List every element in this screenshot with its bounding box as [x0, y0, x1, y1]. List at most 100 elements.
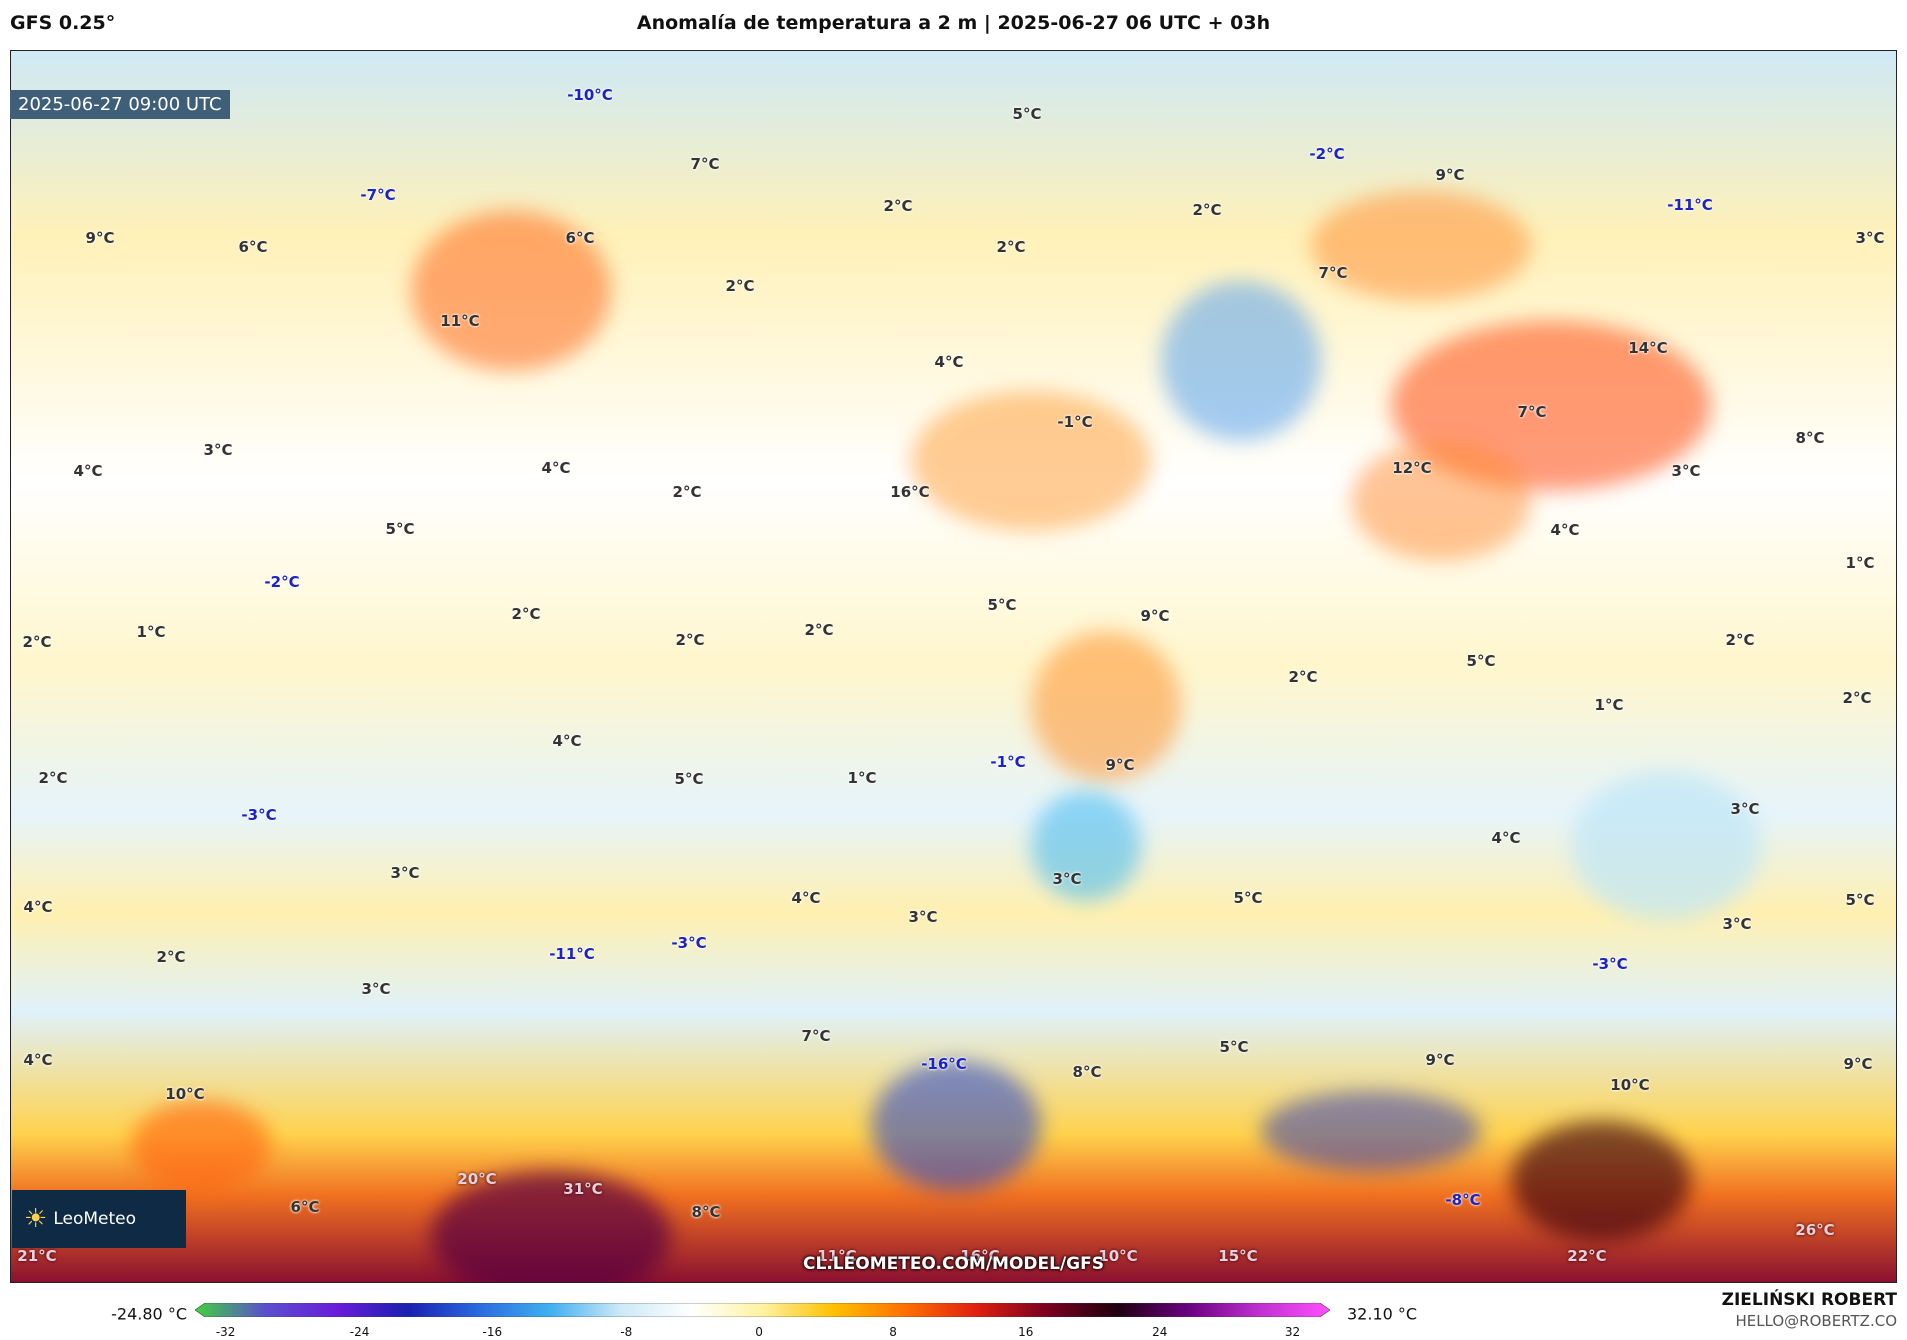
legend-min-value: -24.80 °C	[111, 1304, 187, 1324]
warm-anomaly-patch	[911, 391, 1151, 531]
anomaly-label: -3°C	[1592, 955, 1628, 973]
anomaly-label: 3°C	[361, 980, 391, 998]
legend-tick-label: -24	[349, 1325, 370, 1339]
anomaly-label: 4°C	[541, 459, 571, 477]
anomaly-label: 4°C	[1491, 829, 1521, 847]
author-email[interactable]: HELLO@ROBERTZ.CO	[1735, 1312, 1897, 1330]
color-scale-bar	[195, 1303, 1330, 1317]
legend-tick-label: 0	[755, 1325, 763, 1339]
anomaly-label: 1°C	[847, 769, 877, 787]
temperature-anomaly-map[interactable]	[10, 50, 1897, 1283]
legend-tick-label: 24	[1152, 1325, 1168, 1339]
anomaly-label: 3°C	[1855, 229, 1885, 247]
leometeo-logo[interactable]: ☀ LeoMeteo	[12, 1190, 186, 1248]
sun-icon: ☀	[24, 1204, 48, 1234]
anomaly-label: 2°C	[1192, 201, 1222, 219]
warm-anomaly-patch	[411, 211, 611, 371]
cold-anomaly-patch	[1031, 791, 1141, 901]
anomaly-label: 3°C	[203, 441, 233, 459]
anomaly-label: -10°C	[567, 86, 613, 104]
warm-anomaly-patch	[1031, 631, 1181, 781]
anomaly-label: 9°C	[1105, 756, 1135, 774]
anomaly-label: 22°C	[1567, 1247, 1607, 1265]
warm-anomaly-patch	[1351, 441, 1531, 561]
anomaly-label: 2°C	[22, 633, 52, 651]
anomaly-label: 3°C	[908, 908, 938, 926]
anomaly-label: 2°C	[511, 605, 541, 623]
anomaly-label: 14°C	[1628, 339, 1668, 357]
anomaly-label: 11°C	[817, 1247, 857, 1265]
anomaly-label: 4°C	[23, 898, 53, 916]
anomaly-label: -3°C	[241, 806, 277, 824]
anomaly-label: 5°C	[1219, 1038, 1249, 1056]
legend-tick-label: -16	[482, 1325, 503, 1339]
anomaly-label: -1°C	[1057, 413, 1093, 431]
anomaly-label: 9°C	[1140, 607, 1170, 625]
anomaly-label: 7°C	[801, 1027, 831, 1045]
anomaly-label: 11°C	[440, 312, 480, 330]
anomaly-label: 9°C	[1425, 1051, 1455, 1069]
anomaly-label: -7°C	[360, 186, 396, 204]
anomaly-label: 1°C	[1594, 696, 1624, 714]
header: GFS 0.25° Anomalía de temperatura a 2 m …	[0, 0, 1907, 50]
anomaly-label: 7°C	[1517, 403, 1547, 421]
anomaly-label: 3°C	[390, 864, 420, 882]
anomaly-label: 20°C	[457, 1170, 497, 1188]
legend-tick-label: 16	[1018, 1325, 1034, 1339]
anomaly-label: 4°C	[934, 353, 964, 371]
legend-max-value: 32.10 °C	[1347, 1304, 1418, 1324]
anomaly-label: 15°C	[1218, 1247, 1258, 1265]
valid-time-stamp: 2025-06-27 09:00 UTC	[10, 90, 230, 119]
anomaly-label: 5°C	[987, 596, 1017, 614]
warm-anomaly-patch	[1311, 191, 1531, 301]
anomaly-label: -16°C	[921, 1055, 967, 1073]
map-title: Anomalía de temperatura a 2 m | 2025-06-…	[636, 12, 1271, 34]
anomaly-label: 5°C	[1012, 105, 1042, 123]
anomaly-label: 12°C	[1392, 459, 1432, 477]
warm-anomaly-patch	[431, 1171, 671, 1282]
anomaly-label: 3°C	[1722, 915, 1752, 933]
anomaly-label: 26°C	[1795, 1221, 1835, 1239]
anomaly-label: -11°C	[1667, 196, 1713, 214]
anomaly-label: 10°C	[1610, 1076, 1650, 1094]
anomaly-label: 10°C	[165, 1085, 205, 1103]
legend-tick-label: -32	[215, 1325, 236, 1339]
source-url[interactable]: CL.LEOMETEO.COM/MODEL/GFS	[803, 1254, 1104, 1274]
anomaly-label: -1°C	[990, 753, 1026, 771]
anomaly-label: 2°C	[675, 631, 705, 649]
anomaly-label: -8°C	[1445, 1191, 1481, 1209]
anomaly-label: 2°C	[1842, 689, 1872, 707]
anomaly-label: 31°C	[563, 1180, 603, 1198]
anomaly-label: 2°C	[1725, 631, 1755, 649]
anomaly-label: 6°C	[565, 229, 595, 247]
anomaly-label: -2°C	[264, 573, 300, 591]
anomaly-label: 1°C	[136, 623, 166, 641]
anomaly-label: 10°C	[1098, 1247, 1138, 1265]
anomaly-label: 1°C	[1845, 554, 1875, 572]
anomaly-label: 8°C	[691, 1203, 721, 1221]
anomaly-label: 2°C	[672, 483, 702, 501]
anomaly-label: 7°C	[1318, 264, 1348, 282]
logo-text: LeoMeteo	[53, 1209, 136, 1229]
anomaly-label: 5°C	[385, 520, 415, 538]
anomaly-label: 9°C	[1435, 166, 1465, 184]
anomaly-label: -11°C	[549, 945, 595, 963]
anomaly-label: 4°C	[552, 732, 582, 750]
warm-anomaly-patch	[1511, 1121, 1691, 1241]
anomaly-label: 4°C	[1550, 521, 1580, 539]
cold-anomaly-patch	[1571, 771, 1761, 921]
anomaly-label: 4°C	[73, 462, 103, 480]
anomaly-label: 5°C	[674, 770, 704, 788]
anomaly-label: 5°C	[1233, 889, 1263, 907]
anomaly-label: 2°C	[38, 769, 68, 787]
anomaly-label: 4°C	[791, 889, 821, 907]
anomaly-label: 3°C	[1730, 800, 1760, 818]
anomaly-label: 2°C	[1288, 668, 1318, 686]
anomaly-label: 2°C	[996, 238, 1026, 256]
anomaly-label: 3°C	[1671, 462, 1701, 480]
anomaly-label: 2°C	[156, 948, 186, 966]
author-credit: ZIELIŃSKI ROBERT HELLO@ROBERTZ.CO	[1722, 1290, 1897, 1330]
legend-tick-label: 32	[1284, 1325, 1301, 1339]
anomaly-label: 8°C	[1795, 429, 1825, 447]
anomaly-label: 8°C	[1072, 1063, 1102, 1081]
